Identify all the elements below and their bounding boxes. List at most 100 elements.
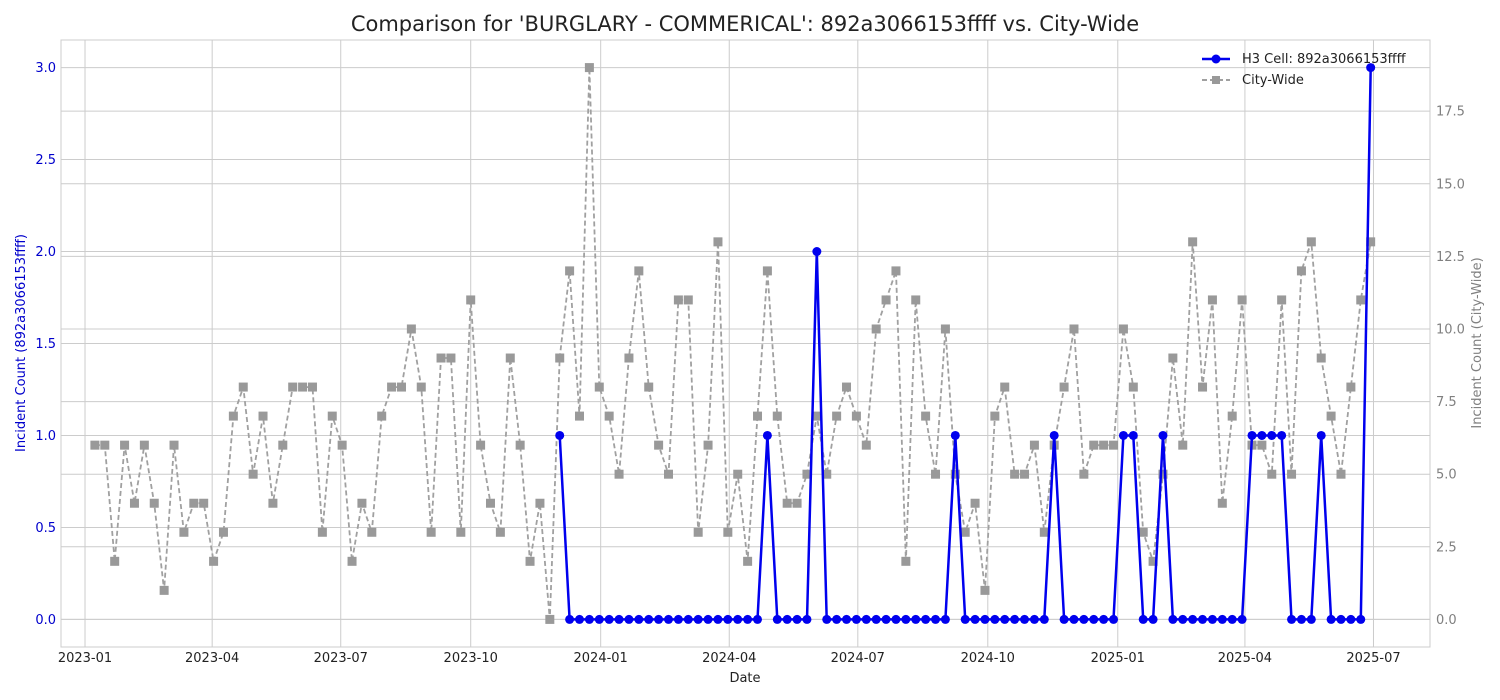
y-right-tick-label: 0.0 bbox=[1436, 613, 1457, 628]
city-wide-point bbox=[990, 411, 1000, 421]
h3-cell-point bbox=[723, 614, 733, 624]
right-y-axis-ticks: 0.0 2.5 5.0 7.5 10.0 12.5 15.0 17.5 bbox=[1436, 105, 1465, 628]
h3-cell-point bbox=[1020, 614, 1030, 624]
city-wide-point bbox=[861, 440, 871, 450]
city-wide-point bbox=[436, 353, 446, 363]
city-wide-point bbox=[881, 295, 891, 305]
city-wide-point bbox=[614, 469, 624, 479]
x-tick-label: 2023-10 bbox=[444, 651, 498, 666]
h3-cell-point bbox=[634, 614, 644, 624]
h3-cell-point bbox=[614, 614, 624, 624]
h3-cell-point bbox=[683, 614, 693, 624]
city-wide-point bbox=[950, 469, 960, 479]
city-wide-point bbox=[1000, 382, 1010, 392]
city-wide-point bbox=[189, 498, 199, 508]
h3-cell-point bbox=[703, 614, 713, 624]
h3-cell-point bbox=[980, 614, 990, 624]
city-wide-point bbox=[238, 382, 248, 392]
city-wide-point bbox=[921, 411, 931, 421]
y-left-tick-label: 2.5 bbox=[35, 153, 56, 168]
city-wide-point bbox=[1346, 382, 1356, 392]
city-wide-point bbox=[1306, 237, 1316, 247]
city-wide-point bbox=[1168, 353, 1178, 363]
left-y-axis-ticks: 0.0 0.5 1.0 1.5 2.0 2.5 3.0 bbox=[35, 61, 56, 628]
h3-cell-point bbox=[891, 614, 901, 624]
x-tick-label: 2023-07 bbox=[314, 651, 368, 666]
h3-cell-point bbox=[1069, 614, 1079, 624]
city-wide-point bbox=[901, 556, 911, 566]
h3-cell-point bbox=[1029, 614, 1039, 624]
city-wide-point bbox=[871, 324, 881, 334]
city-wide-point bbox=[1366, 237, 1376, 247]
city-wide-point bbox=[822, 469, 832, 479]
city-wide-point bbox=[100, 440, 110, 450]
h3-cell-point bbox=[713, 614, 723, 624]
legend-h3-label: H3 Cell: 892a3066153ffff bbox=[1242, 52, 1407, 67]
h3-cell-point bbox=[604, 614, 614, 624]
city-wide-point bbox=[1198, 382, 1208, 392]
h3-cell-point bbox=[1148, 614, 1158, 624]
h3-cell-point bbox=[1316, 430, 1326, 440]
city-wide-point bbox=[1336, 469, 1346, 479]
city-wide-point bbox=[90, 440, 100, 450]
city-wide-point bbox=[446, 353, 456, 363]
h3-cell-point bbox=[565, 614, 575, 624]
city-wide-point bbox=[307, 382, 317, 392]
h3-cell-point bbox=[762, 430, 772, 440]
h3-cell-point bbox=[1198, 614, 1208, 624]
city-wide-point bbox=[812, 411, 822, 421]
city-wide-point bbox=[476, 440, 486, 450]
h3-cell-point bbox=[990, 614, 1000, 624]
h3-cell-point bbox=[1257, 430, 1267, 440]
city-wide-point bbox=[1010, 469, 1020, 479]
h3-cell-point bbox=[921, 614, 931, 624]
x-tick-label: 2024-04 bbox=[702, 651, 756, 666]
x-tick-label: 2024-10 bbox=[961, 651, 1015, 666]
h3-cell-point bbox=[1039, 614, 1049, 624]
h3-cell-point bbox=[802, 614, 812, 624]
city-wide-point bbox=[604, 411, 614, 421]
city-wide-point bbox=[199, 498, 209, 508]
city-wide-point bbox=[218, 527, 228, 537]
city-wide-point bbox=[753, 411, 763, 421]
h3-cell-point bbox=[1109, 614, 1119, 624]
city-wide-point bbox=[1217, 498, 1227, 508]
h3-cell-point bbox=[654, 614, 664, 624]
city-wide-point bbox=[693, 527, 703, 537]
x-tick-label: 2023-01 bbox=[58, 651, 112, 666]
city-wide-point bbox=[228, 411, 238, 421]
city-wide-point bbox=[1227, 411, 1237, 421]
city-wide-point bbox=[1237, 295, 1247, 305]
city-wide-point bbox=[209, 556, 219, 566]
x-tick-label: 2025-04 bbox=[1218, 651, 1272, 666]
y-right-tick-label: 2.5 bbox=[1436, 540, 1457, 555]
city-wide-point bbox=[1128, 382, 1138, 392]
h3-cell-point bbox=[960, 614, 970, 624]
h3-cell-point bbox=[1247, 430, 1257, 440]
city-wide-point bbox=[525, 556, 535, 566]
city-wide-point bbox=[456, 527, 466, 537]
city-wide-point bbox=[911, 295, 921, 305]
city-wide-point bbox=[703, 440, 713, 450]
h3-cell-point bbox=[1366, 63, 1376, 73]
city-wide-point bbox=[1188, 237, 1198, 247]
city-wide-point bbox=[515, 440, 525, 450]
city-wide-point bbox=[426, 527, 436, 537]
city-wide-point bbox=[1356, 295, 1366, 305]
h3-cell-point bbox=[1336, 614, 1346, 624]
city-wide-point bbox=[396, 382, 406, 392]
h3-cell-point bbox=[584, 614, 594, 624]
city-wide-point bbox=[327, 411, 337, 421]
legend-city-label: City-Wide bbox=[1242, 73, 1304, 88]
h3-cell-point bbox=[950, 430, 960, 440]
y-left-tick-label: 2.0 bbox=[35, 245, 56, 260]
h3-cell-point bbox=[940, 614, 950, 624]
city-wide-point bbox=[179, 527, 189, 537]
city-wide-point bbox=[1089, 440, 1099, 450]
city-wide-point bbox=[673, 295, 683, 305]
city-wide-point bbox=[1069, 324, 1079, 334]
city-wide-point bbox=[1079, 469, 1089, 479]
h3-cell-point bbox=[753, 614, 763, 624]
h3-cell-point bbox=[1168, 614, 1178, 624]
grid-lines bbox=[61, 40, 1430, 647]
